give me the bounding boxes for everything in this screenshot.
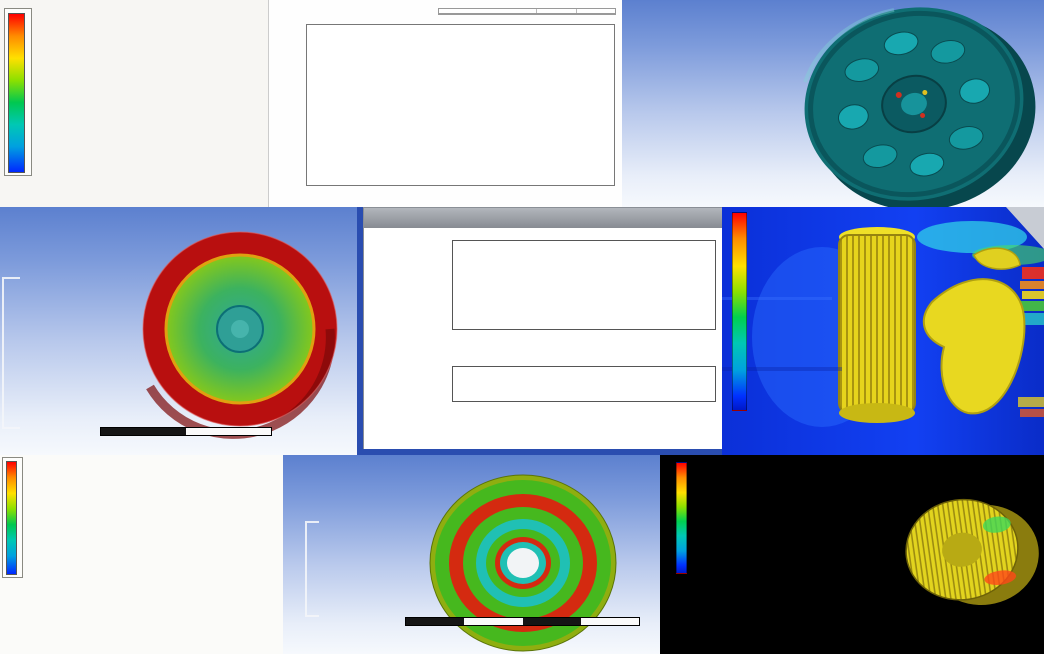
scale-ruler: [100, 427, 272, 436]
panel-cfd-velocity: [722, 207, 1044, 455]
velocity-legend-values: [747, 212, 752, 411]
panel-harmonic-2000hz: [0, 207, 357, 455]
amplitude-chart: [453, 241, 715, 329]
phase-ticks: [404, 366, 448, 400]
amplitude-x-ticks: [452, 332, 714, 342]
ruler-bar: [405, 617, 640, 626]
window-title-bar[interactable]: [364, 208, 722, 228]
y-axis-ticks: [269, 19, 302, 187]
panel-acoustic-pressure: [283, 455, 660, 654]
frequency-response-window: [363, 207, 722, 451]
panel-maxwell-ring-field: [0, 455, 283, 654]
legend-frame: [2, 277, 20, 429]
phase-plot-area: [452, 366, 716, 402]
motor-ring-field-rendering: [0, 455, 283, 654]
curve-info-table: [438, 8, 616, 15]
waveform-plot-area: [306, 24, 615, 186]
scale-ruler: [405, 617, 640, 626]
legend-frame: [305, 521, 319, 617]
rainbow-colorbar: [8, 13, 25, 173]
ruler-bar: [100, 427, 272, 436]
amplitude-plot-area: [452, 240, 716, 330]
acoustic-disc-rendering: [429, 474, 617, 652]
cfd-flow-rendering: [722, 207, 1044, 455]
curve-info-header: [439, 9, 615, 14]
panel-current-waveforms: [268, 0, 623, 207]
particle-legend: [676, 459, 692, 574]
streamlines-rendering: [905, 498, 1039, 605]
current-waveforms-chart: [307, 25, 614, 185]
deformed-wheel-rendering: [803, 7, 1036, 207]
field-legend: [2, 457, 23, 578]
rainbow-colorbar: [732, 212, 747, 411]
panel-maxwell-stator-field: [0, 0, 268, 207]
header-curve-info: [439, 9, 537, 13]
header-max: [537, 9, 578, 13]
panel-particle-pathlines: [660, 455, 1044, 654]
amplitude-ticks: [404, 240, 448, 328]
window-edge: [357, 449, 722, 455]
rainbow-colorbar: [676, 462, 687, 574]
deformed-wheel-rendering: [142, 231, 338, 439]
field-legend: [4, 8, 32, 176]
rainbow-colorbar: [6, 461, 17, 575]
window-edge: [357, 207, 363, 455]
particle-legend-values: [687, 462, 692, 574]
velocity-legend: [732, 209, 752, 411]
stator-coil-rendering: [0, 0, 268, 207]
header-rms: [577, 9, 615, 13]
phase-x-ticks: [452, 404, 714, 414]
phase-chart: [453, 367, 715, 401]
panel-harmonic-10000hz: [622, 0, 1044, 207]
panel-frequency-response: [357, 207, 722, 455]
